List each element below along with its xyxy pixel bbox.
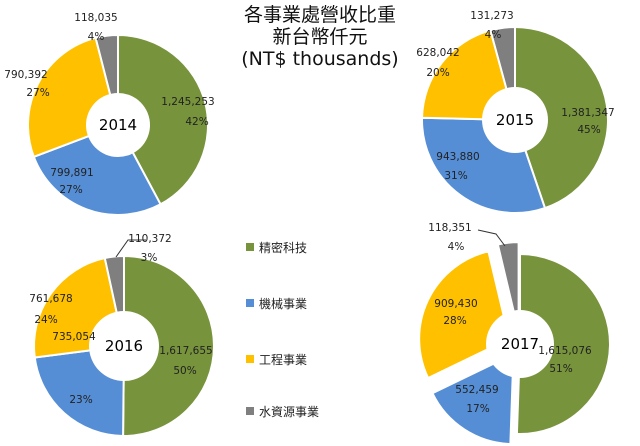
percent-label-2016-engineering: 24% [34, 314, 57, 326]
legend-item-machinery: 機械事業 [246, 295, 307, 311]
percent-label-2017-precision: 51% [549, 363, 572, 375]
value-label-2014-engineering: 790,392 [4, 69, 47, 81]
donut-hole-2016 [89, 311, 159, 381]
value-label-2016-precision: 1,617,655 [159, 345, 212, 357]
legend-item-water: 水資源事業 [246, 403, 319, 419]
percent-label-2014-machinery: 27% [59, 184, 82, 196]
legend-swatch-water [246, 407, 254, 415]
leader-line-2017 [477, 229, 506, 247]
percent-label-2017-water: 4% [448, 241, 465, 253]
legend-swatch-precision [246, 243, 254, 251]
percent-label-2015-machinery: 31% [444, 170, 467, 182]
percent-label-2014-water: 4% [88, 31, 105, 43]
year-label-2015: 2015 [496, 111, 534, 129]
donut-hole-2014 [86, 93, 150, 157]
value-label-2017-engineering: 909,430 [434, 298, 477, 310]
chart-unit: (NT$ thousands) [241, 48, 399, 70]
percent-label-2014-precision: 42% [185, 116, 208, 128]
value-label-2017-machinery: 552,459 [455, 384, 498, 396]
legend-label-machinery: 機械事業 [259, 296, 308, 311]
percent-label-2016-water: 3% [141, 252, 158, 264]
legend-swatch-engineering [246, 355, 254, 363]
legend-label-precision: 精密科技 [259, 240, 308, 255]
slice-2017-water [496, 241, 520, 333]
slice-2014-precision [117, 33, 209, 206]
slice-2016-precision [122, 254, 216, 437]
donut-hole-2017 [486, 310, 554, 378]
value-label-2016-machinery: 735,054 [52, 331, 96, 343]
year-label-2017: 2017 [501, 335, 539, 353]
value-label-2015-precision: 1,381,347 [561, 107, 614, 119]
year-label-2016: 2016 [105, 337, 143, 355]
percent-label-2017-engineering: 28% [443, 315, 466, 327]
slice-2017-precision [515, 252, 611, 435]
legend-label-engineering: 工程事業 [259, 352, 308, 367]
legend-swatch-machinery [246, 299, 254, 307]
value-label-2017-water: 118,351 [428, 222, 471, 234]
donut-hole-2015 [482, 87, 548, 153]
value-label-2014-machinery: 799,891 [50, 167, 93, 179]
chart-subtitle: 新台幣仟元 [272, 26, 368, 48]
legend-item-precision: 精密科技 [246, 239, 307, 255]
percent-label-2016-precision: 50% [173, 365, 196, 377]
value-label-2016-water: 110,372 [128, 233, 171, 245]
percent-label-2016-machinery: 23% [69, 394, 92, 406]
value-label-2015-engineering: 628,042 [416, 47, 459, 59]
value-label-2015-water: 131,273 [470, 10, 513, 22]
value-label-2017-precision: 1,615,076 [538, 345, 592, 357]
percent-label-2014-engineering: 27% [26, 87, 49, 99]
value-label-2015-machinery: 943,880 [436, 151, 479, 163]
year-label-2014: 2014 [99, 116, 137, 134]
percent-label-2015-water: 4% [485, 29, 502, 41]
chart-title: 各事業處營收比重 [243, 4, 396, 26]
percent-label-2015-precision: 45% [577, 124, 600, 136]
value-label-2014-water: 118,035 [74, 12, 117, 24]
legend-label-water: 水資源事業 [259, 404, 320, 419]
leader-line-2016 [115, 239, 146, 258]
value-label-2016-engineering: 761,678 [29, 293, 72, 305]
slice-2015-precision [514, 25, 609, 210]
slice-2017-machinery [431, 352, 515, 446]
percent-label-2015-engineering: 20% [426, 67, 449, 79]
legend-item-engineering: 工程事業 [246, 351, 307, 367]
percent-label-2017-machinery: 17% [466, 403, 489, 415]
value-label-2014-precision: 1,245,253 [161, 96, 214, 108]
